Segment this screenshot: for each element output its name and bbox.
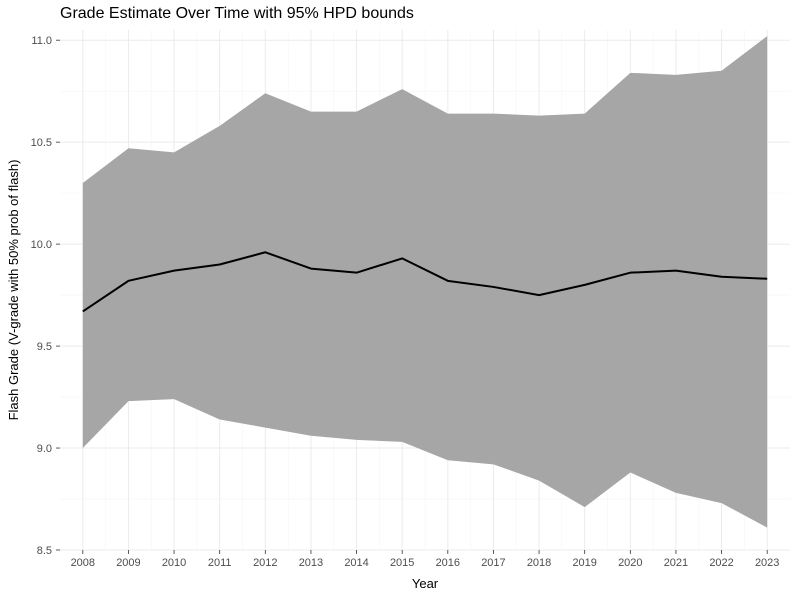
x-tick-label: 2014 <box>344 557 368 569</box>
x-tick-label: 2022 <box>709 557 733 569</box>
x-axis: 2008 2009 2010 2011 2012 2013 2014 2015 2016 2017… <box>71 550 780 569</box>
chart-title: Grade Estimate Over Time with 95% HPD bo… <box>60 5 414 22</box>
y-tick-label: 11.0 <box>31 35 52 47</box>
x-tick-label: 2012 <box>253 557 277 569</box>
x-tick-label: 2017 <box>481 557 505 569</box>
x-axis-label: Year <box>412 576 439 591</box>
x-tick-label: 2018 <box>527 557 551 569</box>
y-tick-label: 8.5 <box>37 545 52 557</box>
x-tick-label: 2020 <box>618 557 642 569</box>
x-tick-label: 2016 <box>436 557 460 569</box>
chart-container: 2008 2009 2010 2011 2012 2013 2014 2015 2016 2017… <box>0 0 800 600</box>
y-tick-label: 9.5 <box>37 341 52 353</box>
x-tick-label: 2008 <box>71 557 95 569</box>
y-tick-label: 9.0 <box>37 443 52 455</box>
x-tick-label: 2011 <box>208 557 232 569</box>
x-tick-label: 2009 <box>116 557 140 569</box>
y-tick-label: 10.0 <box>31 239 52 251</box>
x-tick-label: 2013 <box>299 557 323 569</box>
y-axis: 8.5 9.0 9.5 10.0 10.5 11.0 <box>31 35 60 557</box>
y-axis-label: Flash Grade (V-grade with 50% prob of fl… <box>6 160 21 421</box>
grade-estimate-chart: 2008 2009 2010 2011 2012 2013 2014 2015 2016 2017… <box>0 0 800 600</box>
x-tick-label: 2015 <box>390 557 414 569</box>
x-tick-label: 2019 <box>572 557 596 569</box>
x-tick-label: 2021 <box>664 557 688 569</box>
x-tick-label: 2010 <box>162 557 186 569</box>
y-tick-label: 10.5 <box>31 137 52 149</box>
x-tick-label: 2023 <box>755 557 779 569</box>
